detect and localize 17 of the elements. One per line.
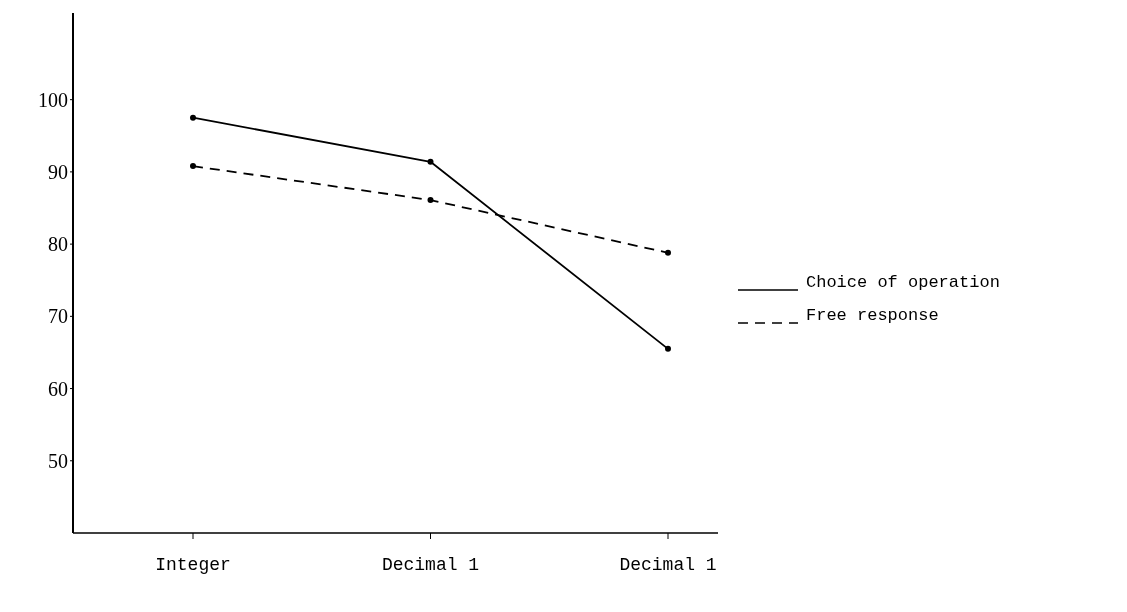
y-tick-label: 80 <box>48 233 68 256</box>
point <box>665 345 671 352</box>
y-tick-label: 70 <box>48 305 68 328</box>
legend-label: Choice of operation <box>806 272 1000 292</box>
point <box>427 158 434 165</box>
y-tick-label: 90 <box>48 160 68 183</box>
point <box>190 163 196 170</box>
y-tick-label: 100 <box>38 88 68 111</box>
y-tick-label: 50 <box>48 449 68 472</box>
x-tick-label: Decimal 1 <box>619 554 717 575</box>
point <box>190 114 196 121</box>
legend-label: Free response <box>806 305 939 325</box>
point <box>665 249 671 256</box>
x-tick-label: Integer <box>155 554 231 575</box>
x-tick-label: Decimal 1 <box>381 554 480 575</box>
y-tick-label: 60 <box>48 377 68 400</box>
point <box>427 197 434 204</box>
